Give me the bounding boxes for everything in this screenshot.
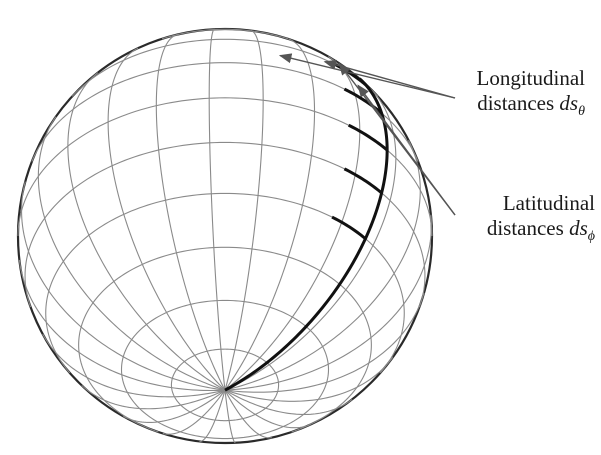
longitudinal-symbol: ds: [559, 91, 579, 115]
longitudinal-label-text: distances: [477, 91, 560, 115]
latitude-line: [120, 299, 330, 440]
meridian-line: [199, 389, 226, 442]
longitudinal-arrow: [278, 53, 456, 99]
latitude-line: [78, 246, 372, 433]
meridian-line: [224, 87, 397, 391]
latitudinal-segment: [343, 167, 383, 195]
meridian-line: [20, 181, 226, 391]
latitude-line: [24, 141, 426, 308]
latitudinal-label-text: distances: [486, 216, 570, 240]
meridian-line: [224, 30, 264, 391]
highlighted-segments: [224, 61, 389, 392]
longitudinal-label-line1: Longitudinal: [476, 66, 586, 90]
meridian-line: [81, 384, 226, 410]
meridian-line: [224, 389, 272, 439]
latitudinal-label-line2: distances dsϕ: [486, 216, 595, 244]
meridian-line: [224, 390, 236, 444]
latitudinal-segment: [347, 123, 389, 152]
latitudinal-distances-label: Latitudinal distances dsϕ: [486, 191, 595, 244]
longitudinal-distances-label: Longitudinal distances dsθ: [476, 66, 586, 119]
meridian-line: [208, 28, 226, 391]
latitude-longitude-grid: [16, 27, 434, 445]
meridian-line: [224, 389, 353, 416]
longitudinal-arrow: [323, 59, 456, 99]
meridian-line: [155, 34, 226, 391]
latitudinal-label-line1: Latitudinal: [502, 191, 595, 215]
meridian-line: [107, 47, 226, 391]
longitudinal-label-line2: distances dsθ: [477, 91, 585, 119]
theta-subscript: θ: [578, 104, 585, 119]
meridian-line: [162, 389, 226, 435]
latitude-line: [170, 348, 280, 422]
meridian-line: [37, 116, 226, 391]
latitudinal-arrow: [357, 84, 456, 216]
latitude-line: [17, 97, 433, 237]
latitude-line: [31, 62, 419, 162]
meridian-line: [224, 214, 432, 391]
phi-subscript: ϕ: [587, 229, 595, 244]
meridian-line: [224, 389, 311, 429]
meridian-line: [42, 333, 226, 398]
meridian-line: [224, 139, 421, 391]
latitudinal-segment: [331, 215, 367, 240]
meridian-line: [67, 72, 226, 391]
meridian-line: [224, 292, 425, 393]
latitudinal-symbol: ds: [569, 216, 588, 240]
latitude-line: [161, 28, 289, 40]
meridian-line: [224, 356, 394, 402]
pointer-arrows: [278, 53, 456, 216]
highlighted-meridian: [224, 77, 389, 392]
meridian-line: [123, 389, 226, 423]
meridian-line: [18, 259, 226, 392]
meridian-line: [224, 56, 361, 391]
latitude-line: [45, 192, 405, 374]
latitudinal-segment: [331, 61, 367, 86]
meridian-line: [224, 38, 316, 391]
